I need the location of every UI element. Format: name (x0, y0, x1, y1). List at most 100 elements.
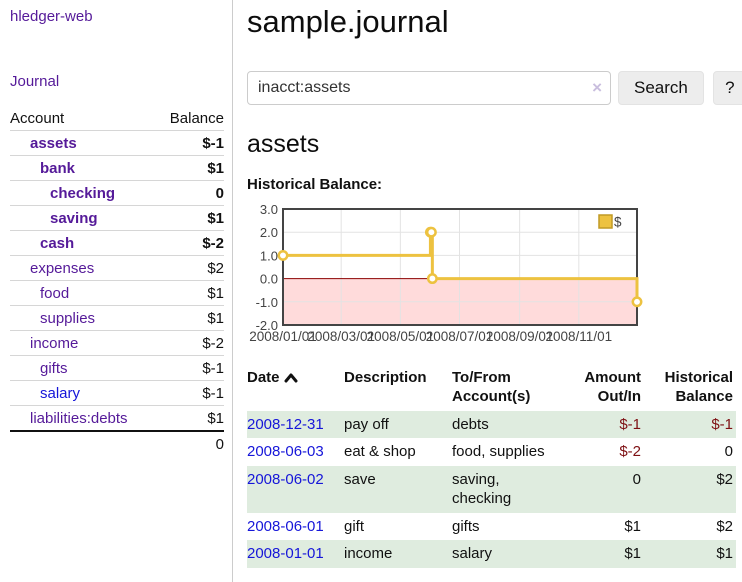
account-link[interactable]: cash (40, 235, 75, 252)
table-row: 2008-06-03 eat & shop food, supplies $-2 0 (247, 438, 736, 466)
table-row: 2008-12-31 pay off debts $-1 $-1 (247, 410, 736, 438)
account-row: supplies $1 (10, 305, 224, 331)
account-link[interactable]: checking (50, 185, 116, 202)
nav-journal-link[interactable]: Journal (10, 73, 60, 90)
transaction-accounts: salary (452, 545, 493, 562)
transaction-balance: $1 (716, 545, 733, 562)
account-balance: $-1 (156, 355, 224, 381)
transaction-date-link[interactable]: 2008-06-02 (247, 470, 324, 488)
transaction-description: save (344, 470, 376, 488)
account-balance: $-1 (156, 130, 224, 156)
accounts-header-account: Account (10, 106, 157, 131)
register-header-description: Description (344, 369, 427, 386)
account-link[interactable]: salary (40, 385, 81, 402)
svg-text:2008/01/01: 2008/01/01 (249, 329, 317, 344)
page-title: sample.journal (247, 4, 449, 39)
accounts-total-value: 0 (156, 430, 224, 456)
svg-text:2008/07/01: 2008/07/01 (426, 329, 494, 344)
account-balance: $1 (156, 405, 224, 432)
transaction-date-link[interactable]: 2008-06-03 (247, 443, 324, 460)
transaction-amount: 0 (632, 470, 641, 488)
transaction-balance: $2 (716, 470, 733, 488)
transaction-accounts: gifts (452, 517, 480, 535)
svg-text:1.0: 1.0 (260, 248, 278, 263)
main-content: sample.journal × Search ? assets Histori… (233, 0, 742, 582)
account-balance: $2 (156, 255, 224, 281)
table-row: 2008-06-02 save saving, checking 0 $2 (247, 465, 736, 513)
search-input[interactable] (247, 71, 611, 105)
table-row: 2008-06-01 gift gifts $1 $2 (247, 513, 736, 541)
account-balance: $1 (156, 155, 224, 181)
svg-text:2.0: 2.0 (260, 225, 278, 240)
sort-ascending-icon (284, 370, 298, 389)
transaction-date-link[interactable]: 2008-12-31 (247, 415, 324, 433)
transaction-amount: $1 (624, 545, 641, 562)
register-table: Date Description To/From Account(s) Amou… (247, 367, 736, 568)
account-link[interactable]: assets (30, 135, 77, 152)
account-balance: $1 (156, 305, 224, 331)
table-row: 2008-01-01 income salary $1 $1 (247, 540, 736, 568)
transaction-accounts: food, supplies (452, 443, 545, 460)
account-link[interactable]: bank (40, 160, 76, 177)
account-link[interactable]: income (30, 335, 79, 352)
account-row: checking 0 (10, 180, 224, 206)
transaction-description: gift (344, 517, 365, 535)
register-header-balance: Historical Balance (664, 369, 733, 405)
account-balance: $1 (156, 205, 224, 231)
transaction-description: eat & shop (344, 443, 416, 460)
account-row: saving $1 (10, 205, 224, 231)
transaction-amount: $-2 (619, 443, 641, 460)
register-header-accounts: To/From Account(s) (452, 369, 531, 405)
register-header-amount: Amount Out/In (584, 369, 641, 405)
accounts-header-balance: Balance (156, 106, 224, 131)
account-link[interactable]: liabilities:debts (30, 410, 128, 427)
accounts-table: Account Balance assets $-1 bank $1 checking 0… (10, 106, 224, 456)
account-row: cash $-2 (10, 230, 224, 256)
register-header-date[interactable]: Date (247, 367, 344, 411)
register-header-row: Date Description To/From Account(s) Amou… (247, 367, 736, 411)
search-bar: × Search ? (247, 71, 742, 105)
app-title-link[interactable]: hledger-web (10, 8, 93, 25)
account-row: liabilities:debts $1 (10, 405, 224, 432)
svg-text:2008/05/01: 2008/05/01 (367, 329, 435, 344)
account-row: food $1 (10, 280, 224, 306)
account-balance: $1 (156, 280, 224, 306)
account-row: gifts $-1 (10, 355, 224, 381)
search-button[interactable]: Search (618, 71, 704, 105)
sidebar: hledger-web Journal Account Balance asse… (0, 0, 233, 582)
account-row: expenses $2 (10, 255, 224, 281)
help-button[interactable]: ? (712, 71, 742, 105)
svg-text:2008/03/01: 2008/03/01 (307, 329, 375, 344)
legend-label: $ (614, 215, 622, 230)
account-balance: $-1 (156, 380, 224, 406)
transaction-accounts: debts (452, 415, 489, 433)
account-row: assets $-1 (10, 130, 224, 156)
svg-text:-2.0: -2.0 (256, 318, 278, 333)
chart-heading: Historical Balance: (247, 176, 383, 193)
account-link[interactable]: supplies (40, 310, 96, 327)
svg-text:-1.0: -1.0 (256, 295, 278, 310)
account-row: bank $1 (10, 155, 224, 181)
transaction-description: income (344, 545, 393, 562)
transaction-date-link[interactable]: 2008-06-01 (247, 517, 324, 535)
transaction-date-link[interactable]: 2008-01-01 (247, 545, 324, 562)
transaction-accounts: saving, checking (452, 470, 512, 508)
svg-text:2008/09/01: 2008/09/01 (486, 329, 554, 344)
clear-search-icon[interactable]: × (592, 78, 602, 97)
account-balance: 0 (156, 180, 224, 206)
transaction-balance: $2 (716, 517, 733, 535)
account-heading: assets (247, 130, 320, 158)
svg-text:3.0: 3.0 (260, 202, 278, 217)
transaction-amount: $1 (624, 517, 641, 535)
svg-text:0.0: 0.0 (260, 272, 278, 287)
svg-text:2008/11/01: 2008/11/01 (546, 329, 613, 344)
transaction-balance: 0 (724, 443, 733, 460)
account-link[interactable]: gifts (40, 360, 68, 377)
accounts-header-row: Account Balance (10, 106, 224, 131)
transaction-amount: $-1 (619, 415, 641, 433)
account-link[interactable]: food (40, 285, 70, 302)
account-link[interactable]: expenses (30, 260, 95, 277)
account-link[interactable]: saving (50, 210, 98, 227)
historical-balance-chart: 3.0 2.0 1.0 0.0 -1.0 -2.0 2008/01/01 2008/03/01… (247, 202, 742, 350)
account-balance: $-2 (156, 230, 224, 256)
